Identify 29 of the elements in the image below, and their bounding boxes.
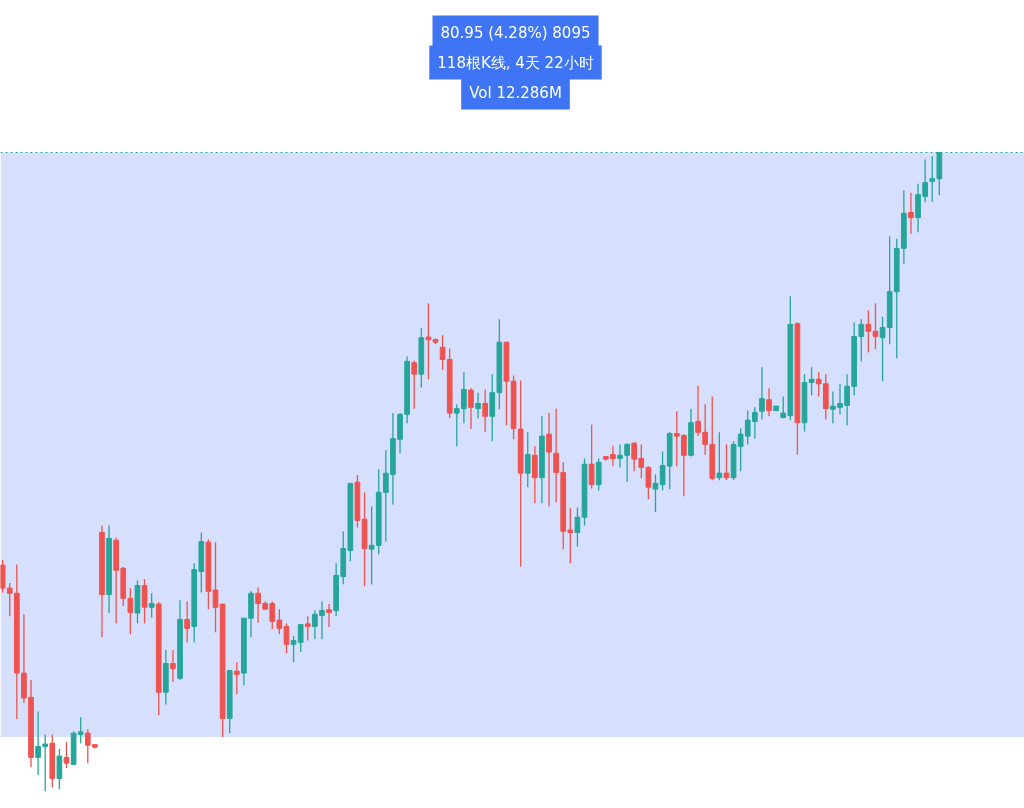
candlestick xyxy=(475,392,481,419)
candlestick xyxy=(170,649,176,683)
candlestick xyxy=(63,741,70,769)
candlestick xyxy=(652,473,659,513)
candlestick xyxy=(141,578,148,624)
text: 80.95 (4.28%) 8095 xyxy=(440,23,591,42)
candlestick xyxy=(723,443,730,481)
candlestick xyxy=(716,431,723,481)
candlestick xyxy=(468,387,474,430)
candlestick xyxy=(524,431,531,488)
candlestick xyxy=(482,388,489,433)
candlestick xyxy=(759,366,765,421)
candlestick xyxy=(411,360,418,410)
candlestick xyxy=(595,457,602,492)
candlestick xyxy=(908,192,914,235)
candlestick xyxy=(588,423,595,490)
candlestick xyxy=(184,600,190,644)
candlestick xyxy=(574,507,581,548)
candlestick xyxy=(148,592,155,619)
candlestick xyxy=(546,412,552,508)
candlestick xyxy=(425,302,432,380)
candlestick xyxy=(56,748,63,790)
text: 118根K线, 4天 22小时 xyxy=(437,53,594,72)
candlestick xyxy=(532,445,538,504)
candlestick xyxy=(233,661,240,695)
candlestick xyxy=(326,603,332,628)
candlestick xyxy=(766,387,772,417)
candlestick xyxy=(304,615,311,642)
text: Vol 12.286M xyxy=(469,83,562,102)
